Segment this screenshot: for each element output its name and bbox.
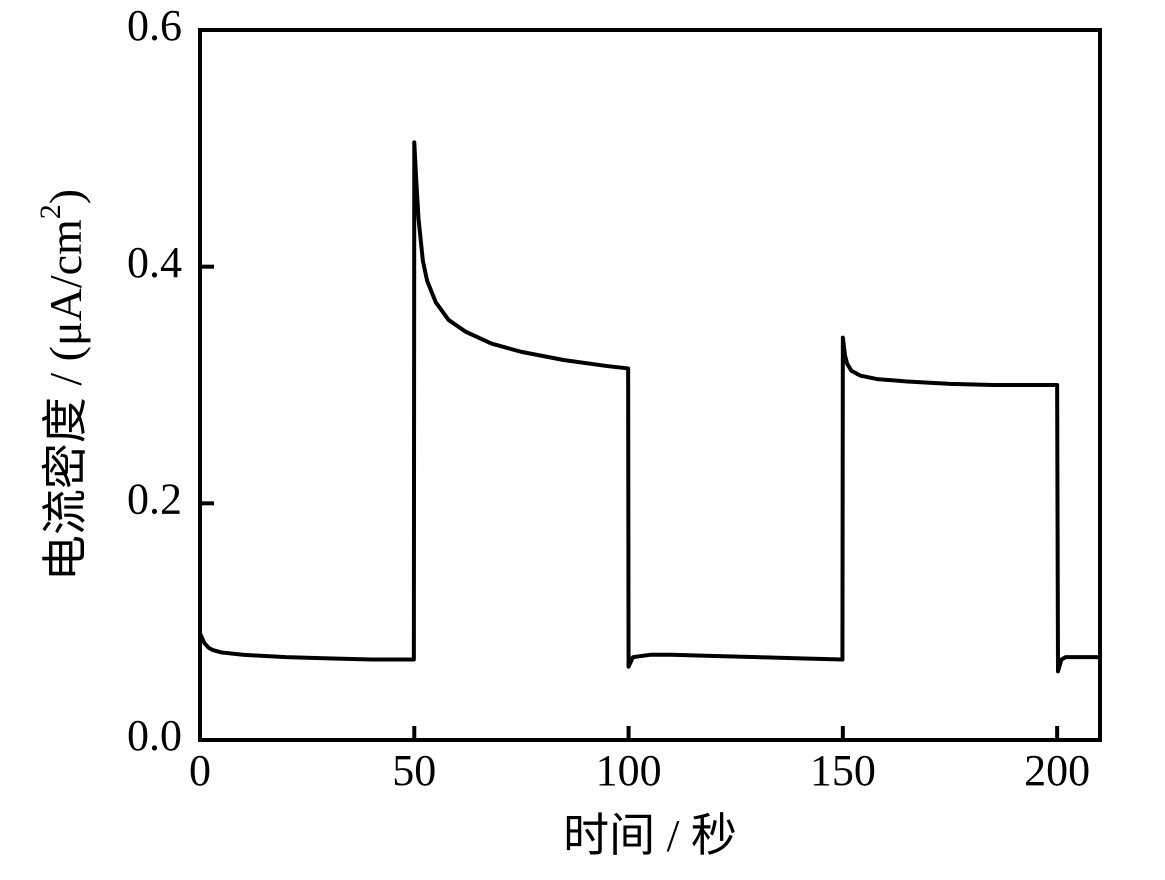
chart-container: 0 50 100 150 200 0.0 0.2 0.4 0.6 时间 / 秒 电流密度 / …	[0, 0, 1165, 880]
y-tick-label: 0.4	[127, 238, 182, 287]
x-axis-ticks	[200, 726, 1057, 740]
x-tick-label: 150	[810, 746, 876, 795]
x-tick-label: 0	[189, 746, 211, 795]
chart-svg: 0 50 100 150 200 0.0 0.2 0.4 0.6 时间 / 秒 电流密度 / …	[0, 0, 1165, 880]
x-axis-label: 时间 / 秒	[563, 810, 737, 861]
y-axis-tick-labels: 0.0 0.2 0.4 0.6	[127, 1, 182, 760]
x-tick-label: 100	[596, 746, 662, 795]
y-axis-label: 电流密度 / (μA/cm2)	[34, 189, 90, 581]
x-tick-label: 50	[392, 746, 436, 795]
y-tick-label: 0.6	[127, 1, 182, 50]
svg-text:电流密度 / (μA/cm2): 电流密度 / (μA/cm2)	[34, 189, 90, 581]
series-line-current-density	[200, 142, 1100, 671]
x-tick-label: 200	[1024, 746, 1090, 795]
y-tick-label: 0.0	[127, 711, 182, 760]
y-tick-label: 0.2	[127, 474, 182, 523]
x-axis-tick-labels: 0 50 100 150 200	[189, 746, 1090, 795]
